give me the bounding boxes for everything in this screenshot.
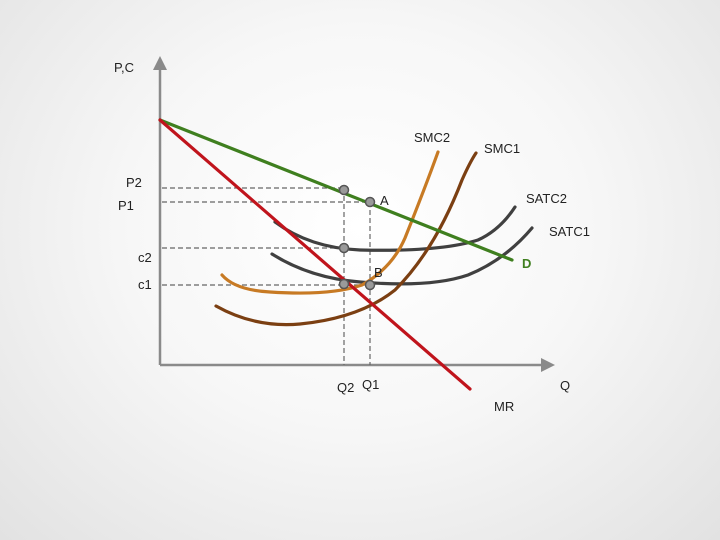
point-b-label: B	[374, 265, 383, 280]
c2-label: c2	[138, 250, 152, 265]
x-axis-label: Q	[560, 378, 570, 393]
smc2-label: SMC2	[414, 130, 450, 145]
q2-label: Q2	[337, 380, 354, 395]
demand-label: D	[522, 256, 531, 271]
mr-label: MR	[494, 399, 514, 414]
satc2-curve	[273, 205, 517, 252]
satc1-label: SATC1	[549, 224, 590, 239]
y-axis-arrow	[153, 56, 167, 70]
point-p2-on-demand	[338, 184, 350, 196]
point-c2	[338, 242, 350, 254]
smc2-curve	[220, 150, 440, 295]
q1-label: Q1	[362, 377, 379, 392]
x-axis-arrow	[541, 358, 555, 372]
c1-label: c1	[138, 277, 152, 292]
satc2-label: SATC2	[526, 191, 567, 206]
mr-curve	[158, 118, 472, 391]
p1-label: P1	[118, 198, 134, 213]
point-b	[364, 279, 376, 291]
smc1-curve	[214, 151, 478, 327]
point-mr-smc2	[338, 278, 350, 290]
smc1-label: SMC1	[484, 141, 520, 156]
point-a-label: A	[380, 193, 389, 208]
y-axis-label: P,C	[114, 60, 134, 75]
p2-label: P2	[126, 175, 142, 190]
satc1-curve	[270, 226, 534, 286]
point-a	[364, 196, 376, 208]
demand-curve	[158, 118, 514, 262]
